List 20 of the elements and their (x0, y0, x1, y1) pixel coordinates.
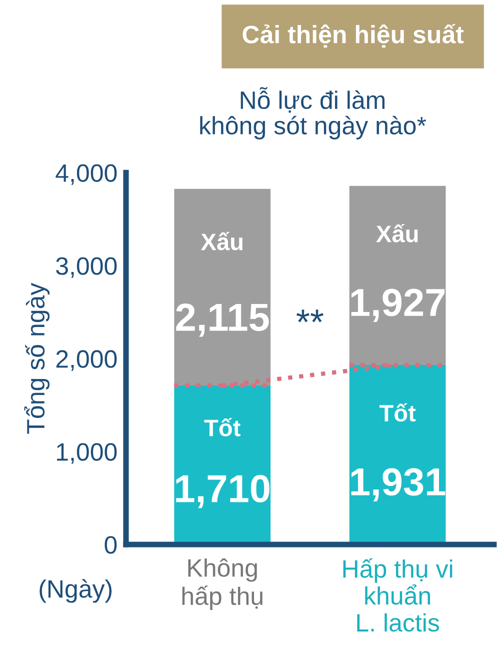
text: Cải thiện hiệu suất (242, 24, 464, 48)
x-tick-label: Không hấp thụ (182, 558, 262, 610)
series-label: Xấu (200, 232, 242, 250)
data-label: 2,115 (176, 304, 269, 337)
text: Tốt (379, 403, 416, 422)
y-tick-label: 0 (104, 536, 117, 554)
data-label: 1,710 (176, 474, 270, 508)
y-axis-title: Tổng số ngày (24, 282, 50, 434)
data-label: 1,927 (351, 288, 445, 322)
series-label: Tốt (204, 418, 240, 436)
text: (Ngày) (40, 579, 112, 603)
x-tick-label: Hấp thụ vi khuẩn L. lactis (343, 558, 452, 632)
text: Xấu (376, 224, 418, 242)
y-tick-label: 3,000 (56, 257, 117, 278)
chart-title: Nỗ lực đi làm không sót ngày nào* (200, 87, 426, 140)
y-tick-label: 1,000 (57, 443, 117, 464)
data-label: 1,931 (351, 468, 446, 502)
y-tick-label: 4,000 (56, 164, 117, 185)
y-tick-label: 2,000 (56, 350, 117, 371)
annotation: ** (296, 310, 324, 322)
